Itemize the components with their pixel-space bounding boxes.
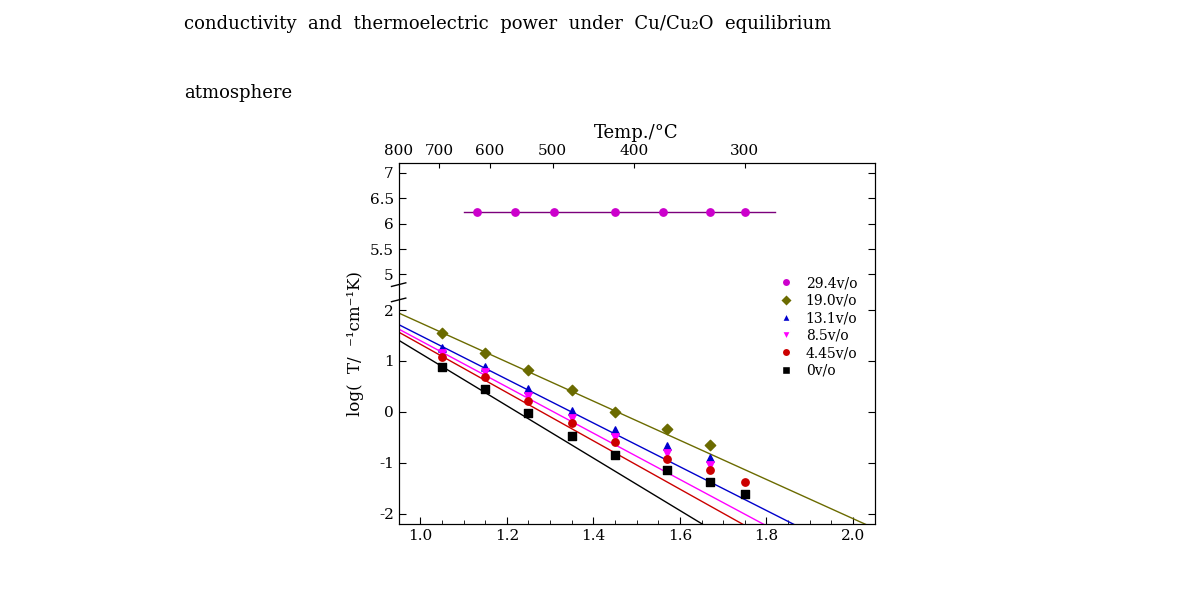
Point — [606, 208, 625, 217]
Point — [519, 408, 538, 418]
Point — [657, 454, 676, 464]
Point — [606, 425, 625, 435]
Point — [562, 406, 581, 415]
Point — [506, 208, 525, 217]
Point — [606, 432, 625, 442]
Point — [653, 208, 672, 217]
Point — [476, 362, 495, 372]
Point — [545, 208, 564, 217]
Y-axis label: log(  T/  ⁻¹cm⁻¹K): log( T/ ⁻¹cm⁻¹K) — [347, 271, 364, 415]
Point — [476, 384, 495, 394]
Point — [657, 424, 676, 433]
Point — [735, 208, 754, 217]
Point — [432, 343, 451, 353]
Point — [735, 477, 754, 487]
Text: conductivity  and  thermoelectric  power  under  Cu/Cu₂O  equilibrium: conductivity and thermoelectric power un… — [184, 15, 832, 33]
Point — [432, 328, 451, 338]
Point — [466, 208, 486, 217]
Point — [562, 432, 581, 441]
Text: atmosphere: atmosphere — [184, 84, 293, 102]
Point — [701, 453, 720, 462]
Point — [735, 489, 754, 499]
X-axis label: Temp./°C: Temp./°C — [594, 124, 679, 142]
Point — [606, 450, 625, 460]
Point — [476, 367, 495, 377]
Point — [657, 465, 676, 475]
Point — [701, 465, 720, 475]
Point — [476, 349, 495, 358]
Legend: 29.4v/o, 19.0v/o, 13.1v/o, 8.5v/o, 4.45v/o, 0v/o: 29.4v/o, 19.0v/o, 13.1v/o, 8.5v/o, 4.45v… — [766, 271, 863, 383]
Point — [432, 352, 451, 362]
Point — [432, 349, 451, 358]
Point — [476, 373, 495, 382]
Point — [701, 477, 720, 487]
Point — [701, 440, 720, 450]
Point — [701, 208, 720, 217]
Point — [432, 362, 451, 372]
Point — [606, 438, 625, 447]
Point — [519, 396, 538, 405]
Point — [657, 442, 676, 452]
Point — [562, 413, 581, 423]
Point — [562, 418, 581, 428]
Point — [701, 461, 720, 470]
Point — [562, 386, 581, 396]
Point — [657, 448, 676, 458]
Point — [519, 365, 538, 375]
Point — [519, 384, 538, 394]
Point — [606, 407, 625, 417]
Point — [519, 391, 538, 400]
